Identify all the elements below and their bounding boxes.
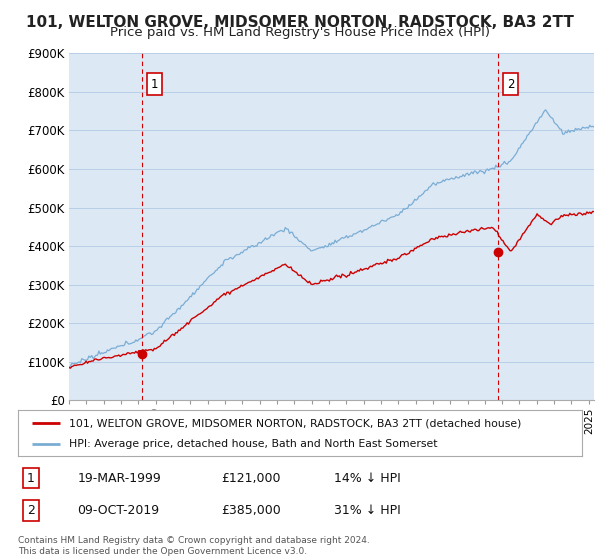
Text: 2: 2 [27, 504, 35, 517]
Text: 31% ↓ HPI: 31% ↓ HPI [334, 504, 401, 517]
Text: 19-MAR-1999: 19-MAR-1999 [77, 472, 161, 484]
Text: 1: 1 [151, 78, 158, 91]
Text: Contains HM Land Registry data © Crown copyright and database right 2024.
This d: Contains HM Land Registry data © Crown c… [18, 536, 370, 556]
Text: £121,000: £121,000 [221, 472, 281, 484]
Text: 2: 2 [507, 78, 514, 91]
Text: 101, WELTON GROVE, MIDSOMER NORTON, RADSTOCK, BA3 2TT (detached house): 101, WELTON GROVE, MIDSOMER NORTON, RADS… [69, 418, 521, 428]
Text: 101, WELTON GROVE, MIDSOMER NORTON, RADSTOCK, BA3 2TT: 101, WELTON GROVE, MIDSOMER NORTON, RADS… [26, 15, 574, 30]
Text: 1: 1 [27, 472, 35, 484]
Text: 09-OCT-2019: 09-OCT-2019 [77, 504, 160, 517]
Text: HPI: Average price, detached house, Bath and North East Somerset: HPI: Average price, detached house, Bath… [69, 438, 437, 449]
Text: 14% ↓ HPI: 14% ↓ HPI [334, 472, 401, 484]
Text: £385,000: £385,000 [221, 504, 281, 517]
Text: Price paid vs. HM Land Registry's House Price Index (HPI): Price paid vs. HM Land Registry's House … [110, 26, 490, 39]
